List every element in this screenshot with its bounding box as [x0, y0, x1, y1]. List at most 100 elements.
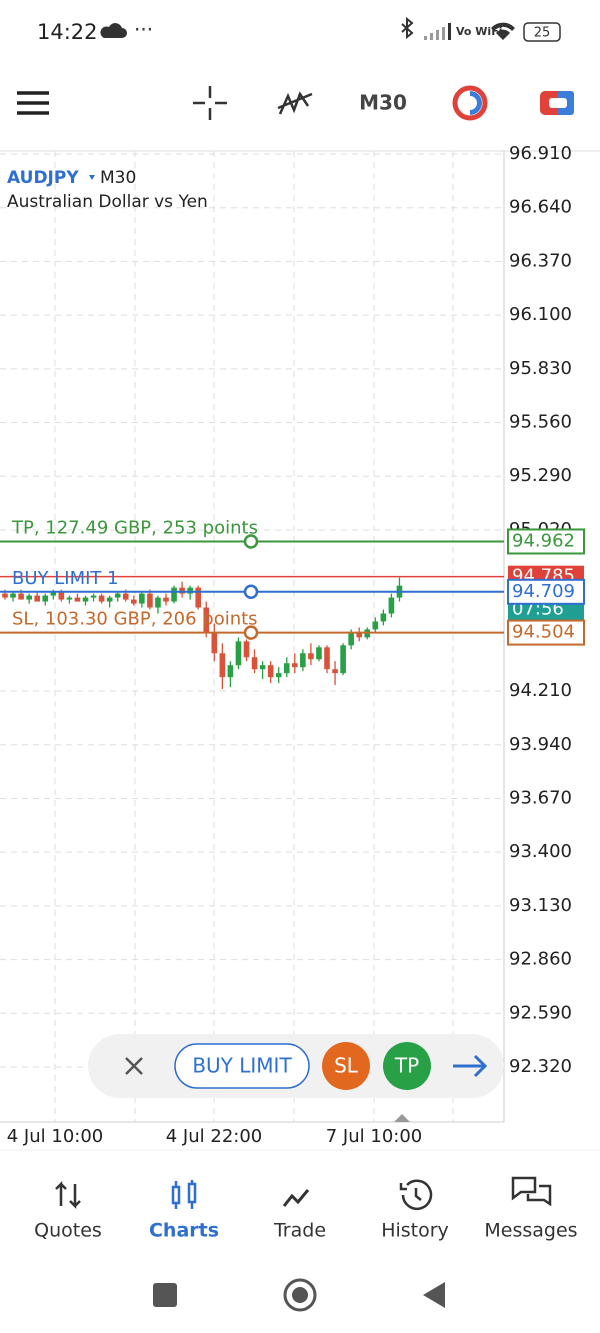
trade-icon[interactable]: [282, 1189, 310, 1207]
cloud-icon: [100, 23, 127, 38]
next-button[interactable]: [453, 1054, 488, 1078]
candle-body: [26, 595, 32, 600]
candle-body: [2, 593, 8, 598]
level-handle[interactable]: [243, 534, 259, 549]
y-tick-label: 95.830: [509, 358, 572, 379]
nav-tab[interactable]: History: [381, 1220, 449, 1242]
nav-tab[interactable]: Quotes: [34, 1220, 102, 1242]
battery-icon: [523, 22, 561, 42]
level-price-box: [507, 528, 585, 555]
candle-body: [74, 597, 81, 602]
x-tick-label: 4 Jul 22:00: [166, 1126, 263, 1147]
candle-body: [203, 607, 210, 634]
level-price: 94.709: [512, 581, 575, 602]
nav-tab[interactable]: Charts: [149, 1220, 219, 1242]
y-tick-label: 93.130: [509, 895, 572, 916]
candle-body: [292, 663, 298, 668]
back-button[interactable]: [423, 1282, 445, 1308]
candle-body: [251, 657, 258, 670]
level-price: 94.962: [512, 530, 575, 551]
home-button[interactable]: [283, 1278, 317, 1312]
price-axis: 96.910 96.640 96.370 96.100 95.830 95.560 95.2…: [7, 143, 585, 1147]
y-tick-label: 92.320: [509, 1056, 572, 1077]
y-tick-label: 93.400: [509, 841, 572, 862]
candle-body: [219, 653, 226, 678]
tp-button[interactable]: [383, 1042, 431, 1090]
quotes-icon[interactable]: [55, 1180, 81, 1210]
nav-tab[interactable]: Trade: [273, 1220, 326, 1242]
sl-label[interactable]: SL: [334, 1054, 359, 1078]
candle-body: [308, 653, 314, 660]
candle-body: [388, 597, 395, 614]
candle-body: [147, 593, 153, 608]
candle-body: [131, 599, 137, 604]
candle-body: [50, 591, 57, 596]
candle-body: [58, 591, 65, 600]
home-dot: [292, 1287, 308, 1303]
candle-body: [275, 673, 282, 678]
candle-body: [195, 587, 201, 608]
signal-icon: [424, 23, 451, 40]
menu-button[interactable]: [17, 91, 49, 115]
nav-tab[interactable]: Messages: [484, 1220, 577, 1242]
charts-icon[interactable]: [171, 1180, 197, 1209]
candle-body: [171, 587, 177, 602]
one-click-button[interactable]: [452, 85, 488, 121]
messages-icon[interactable]: [511, 1176, 552, 1207]
candle-body: [179, 587, 185, 594]
y-tick-label: 96.370: [509, 250, 572, 271]
tp-label[interactable]: TP: [394, 1054, 419, 1078]
level-price-box: [507, 619, 585, 646]
candle-body: [243, 641, 250, 658]
order-type[interactable]: BUY LIMIT: [192, 1054, 292, 1078]
timeframe-button[interactable]: M30: [359, 91, 407, 115]
plot: TP, 127.49 GBP, 253 points BUY LIMIT 1 SL,…: [0, 517, 504, 690]
candle-body: [155, 597, 161, 608]
candle-body: [380, 613, 387, 622]
chart-timeframe: M30: [100, 168, 136, 188]
bluetooth-icon: [401, 16, 414, 40]
candle-body: [10, 593, 16, 598]
candle-body: [98, 595, 105, 602]
symbol[interactable]: AUDJPY: [7, 168, 79, 188]
candle-body: [324, 647, 330, 670]
x-tick-label: 7 Jul 10:00: [326, 1126, 423, 1147]
y-tick-label: 92.860: [509, 949, 572, 970]
candle-body: [90, 595, 97, 598]
level-handle[interactable]: [243, 584, 259, 600]
level-handle[interactable]: [243, 625, 259, 640]
vowifi-label: Vo WiFi: [456, 25, 503, 38]
candle-body: [300, 653, 306, 668]
candle-body: [34, 595, 40, 602]
level-label: SL, 103.30 GBP, 206 points: [12, 609, 258, 630]
candle-body: [66, 597, 73, 600]
candle-body: [227, 665, 234, 678]
recents-button[interactable]: [153, 1283, 177, 1307]
order-type-pill[interactable]: [174, 1043, 310, 1089]
bottom-nav: Quotes Charts Trade History Messages: [34, 1220, 577, 1242]
sl-button[interactable]: [322, 1042, 370, 1090]
trade-button[interactable]: [540, 91, 574, 115]
candle-body: [316, 647, 322, 660]
candle-body: [372, 621, 379, 630]
scroll-marker: [394, 1114, 410, 1122]
candle-body: [267, 665, 274, 678]
candle-body: [332, 669, 338, 674]
candle-body: [163, 597, 169, 602]
close-button[interactable]: [125, 1057, 143, 1075]
level-price: 94.504: [512, 622, 575, 643]
wifi-icon: [491, 22, 515, 40]
symbol-description: Australian Dollar vs Yen: [7, 192, 208, 212]
indicators-button[interactable]: [277, 91, 313, 115]
candle-body: [42, 595, 49, 602]
y-tick-label: 94.210: [509, 680, 572, 701]
symbol-dropdown[interactable]: [89, 175, 95, 180]
candle-body: [82, 597, 89, 602]
candle-body: [114, 593, 121, 598]
x-tick-label: 4 Jul 10:00: [7, 1126, 104, 1147]
crosshair-button[interactable]: [193, 86, 227, 120]
history-icon[interactable]: [399, 1179, 433, 1211]
